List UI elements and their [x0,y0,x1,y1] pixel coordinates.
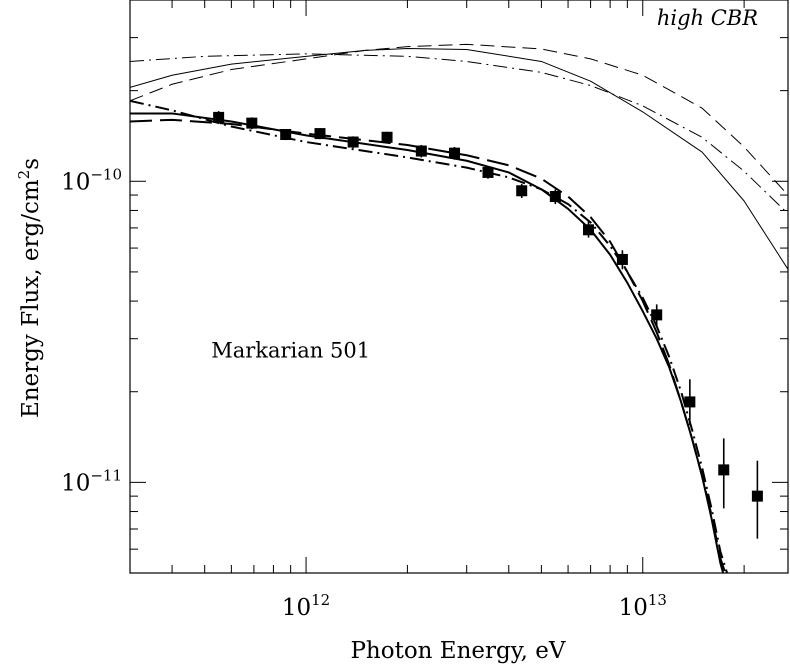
data-point-2 [246,117,258,129]
y-tick-label-exp: −10 [90,165,122,183]
x-tick-label-exp: 12 [311,591,330,609]
data-point-6 [381,131,393,143]
y-tick-label-base: 10 [61,470,90,496]
model-curve-3 [130,53,788,215]
y-tick-label-2: 10−10 [61,165,122,195]
y-axis-label: Energy Flux, erg/cm2s [15,158,44,418]
x-tick-label-2: 1013 [619,591,667,621]
data-point-11 [549,191,561,203]
data-point-13 [616,253,628,265]
model-curves [130,43,788,573]
x-tick-label-base: 10 [282,595,311,621]
x-tick-label-base: 10 [619,595,648,621]
data-point-15 [684,396,696,408]
data-point-4 [314,128,326,140]
data-point-3 [280,129,292,141]
y-tick-label-1: 10−11 [61,466,122,496]
x-axis-label: Photon Energy, eV [350,638,565,664]
data-point-8 [449,147,461,159]
data-point-16 [718,464,730,476]
data-point-12 [582,224,594,236]
model-curve-5 [130,118,727,573]
y-axis-label-sup: 2 [15,170,33,180]
model-curve-1 [130,48,788,270]
x-tick-label-exp: 13 [648,591,667,609]
y-axis-label-main: Energy Flux, erg/cm [18,179,44,418]
data-point-10 [516,185,528,197]
data-point-17 [751,490,763,502]
axis-ticks [129,0,788,574]
y-axis-label-tail: s [18,158,44,170]
annotation-2: Markarian 501 [211,338,370,362]
data-points [213,111,763,539]
annotation-1: high CBR [657,6,758,30]
annotations: high CBR Markarian 501 [211,6,758,362]
model-curve-2 [130,43,788,196]
data-point-9 [482,166,494,178]
plot-frame [129,0,789,574]
data-point-14 [651,309,663,321]
x-tick-label-1: 1012 [282,591,330,621]
data-point-1 [213,111,225,123]
y-tick-label-base: 10 [61,169,90,195]
model-curve-6 [130,99,729,573]
y-tick-label-exp: −11 [90,466,122,484]
data-point-5 [347,136,359,148]
data-point-7 [415,145,427,157]
